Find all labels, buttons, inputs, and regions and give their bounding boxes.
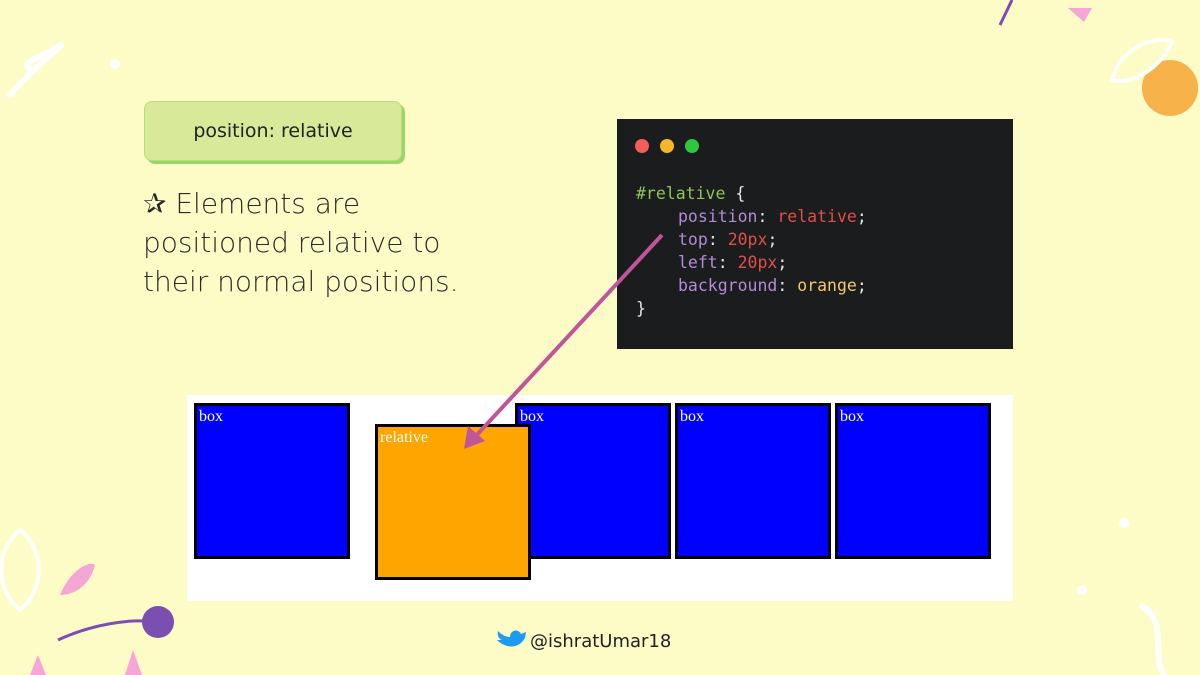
petal — [125, 650, 142, 675]
code-token: ; — [777, 253, 788, 272]
demo-box: box — [194, 403, 350, 559]
code-token: : — [717, 253, 738, 272]
code-token: 20px — [727, 230, 768, 249]
code-line: left: 20px; — [636, 251, 867, 274]
code-token: orange — [797, 276, 857, 295]
code-token: background — [678, 276, 778, 295]
badge: position: relative — [144, 101, 402, 161]
code-token: : — [707, 230, 728, 249]
code-line: top: 20px; — [636, 228, 867, 251]
demo-box: relative — [375, 424, 531, 580]
stem — [57, 619, 156, 642]
window-dot — [685, 139, 699, 153]
code-token: position — [678, 207, 758, 226]
doodle — [7, 41, 65, 98]
code-token: ; — [856, 207, 867, 226]
flower — [1142, 60, 1198, 116]
stem — [998, 0, 1014, 26]
petal — [60, 563, 95, 595]
code-token: 20px — [737, 253, 778, 272]
box-label: box — [680, 408, 704, 425]
demo-box: box — [675, 403, 831, 559]
code-token: ; — [767, 230, 778, 249]
code-token: relative — [777, 207, 857, 226]
code-token: left — [678, 253, 718, 272]
code-line: #relative { — [636, 182, 867, 205]
box-label: box — [199, 408, 223, 425]
box-label: relative — [380, 429, 428, 446]
box-label: box — [840, 408, 864, 425]
code-text: #relative {position: relative; top: 20px;… — [636, 182, 867, 320]
code-token: { — [725, 184, 746, 203]
dot-decor — [1077, 585, 1087, 595]
code-token: ; — [856, 276, 867, 295]
demo-box: box — [515, 403, 671, 559]
petal — [1068, 8, 1092, 22]
petal — [30, 655, 46, 675]
code-window — [617, 119, 1013, 349]
code-token: : — [757, 207, 778, 226]
leaf — [0, 527, 41, 613]
leaf — [1109, 37, 1175, 83]
code-token: top — [678, 230, 708, 249]
code-token: : — [777, 276, 798, 295]
code-line: position: relative; — [636, 205, 867, 228]
dot-decor — [1119, 518, 1129, 528]
code-line: } — [636, 297, 867, 320]
demo-box: box — [835, 403, 991, 559]
twitter-icon — [497, 630, 526, 647]
doodle — [1138, 602, 1168, 675]
window-dot — [660, 139, 674, 153]
code-line: background: orange; — [636, 274, 867, 297]
flower — [142, 606, 174, 638]
twitter-handle: @ishratUmar18 — [530, 631, 672, 652]
code-token: } — [636, 299, 646, 318]
description: ✰ Elements are positioned relative to th… — [143, 187, 459, 298]
window-dot — [635, 139, 649, 153]
dot-decor — [110, 59, 120, 69]
code-token: #relative — [636, 184, 726, 203]
